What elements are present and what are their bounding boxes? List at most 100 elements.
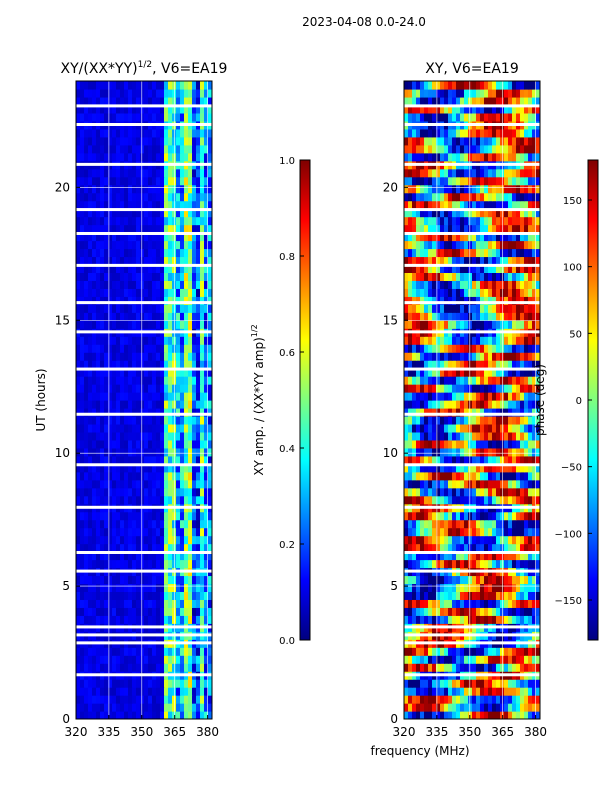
amplitude-heatmap-cell [156, 81, 161, 90]
amplitude-heatmap-cell [172, 423, 177, 433]
phase-heatmap-cell [476, 384, 481, 393]
amplitude-heatmap-cell [112, 655, 117, 664]
phase-heatmap-cell [508, 248, 513, 258]
phase-heatmap-cell [504, 384, 509, 393]
amplitude-heatmap-cell [200, 128, 205, 138]
amplitude-heatmap-cell [124, 168, 129, 178]
phase-heatmap-cell [420, 288, 425, 297]
amplitude-heatmap-cell [184, 232, 189, 242]
phase-heatmap-cell [452, 415, 457, 425]
amplitude-heatmap-cell [104, 439, 109, 449]
amplitude-y-tick-label: 5 [62, 579, 70, 593]
amplitude-heatmap-cell [208, 679, 212, 688]
phase-heatmap-cell [508, 200, 513, 210]
amplitude-heatmap-cell [160, 304, 165, 313]
phase-heatmap-cell [504, 543, 509, 553]
amplitude-flagged-row [76, 550, 212, 554]
amplitude-heatmap-cell [188, 392, 193, 401]
amplitude-heatmap-cell [168, 128, 173, 138]
amplitude-heatmap-cell [144, 543, 149, 553]
phase-heatmap-cell [504, 511, 509, 521]
phase-heatmap-cell [464, 679, 469, 688]
phase-heatmap-cell [512, 280, 517, 289]
phase-heatmap-cell [452, 376, 457, 385]
phase-heatmap-cell [412, 647, 417, 656]
amplitude-heatmap-cell [168, 312, 173, 321]
phase-heatmap-cell [412, 376, 417, 385]
amplitude-heatmap-cell [160, 647, 165, 656]
phase-heatmap-cell [496, 655, 501, 664]
amplitude-heatmap-cell [204, 320, 209, 329]
phase-heatmap-cell [512, 439, 517, 449]
amplitude-heatmap-cell [188, 216, 193, 226]
phase-heatmap-cell [460, 679, 465, 688]
amplitude-heatmap-cell [96, 296, 101, 305]
amplitude-heatmap-cell [132, 455, 137, 465]
phase-heatmap-cell [456, 511, 461, 521]
amplitude-heatmap-cell [152, 152, 157, 162]
amplitude-heatmap-cell [184, 663, 189, 672]
amplitude-heatmap-cell [96, 663, 101, 672]
phase-heatmap-cell [464, 551, 469, 561]
phase-heatmap-cell [480, 400, 485, 409]
phase-heatmap-cell [472, 248, 477, 258]
phase-heatmap-cell [532, 407, 537, 417]
amplitude-heatmap-cell [152, 487, 157, 497]
phase-heatmap-cell [436, 336, 441, 345]
amplitude-heatmap-cell [200, 384, 205, 393]
phase-heatmap-cell [488, 487, 493, 497]
phase-heatmap-cell [432, 208, 437, 218]
amplitude-heatmap-cell [116, 144, 121, 154]
amplitude-heatmap-cell [112, 695, 117, 704]
amplitude-heatmap-cell [164, 128, 169, 138]
amplitude-heatmap-cell [200, 368, 205, 377]
amplitude-heatmap-cell [104, 81, 109, 90]
phase-heatmap-cell [432, 679, 437, 688]
amplitude-heatmap-cell [128, 352, 133, 361]
phase-heatmap-cell [504, 344, 509, 353]
phase-heatmap-cell [452, 471, 457, 481]
amplitude-heatmap-cell [160, 655, 165, 664]
amplitude-heatmap-cell [140, 304, 145, 313]
amplitude-heatmap-cell [108, 184, 113, 194]
amplitude-heatmap-cell [148, 248, 153, 258]
phase-heatmap-cell [436, 575, 441, 585]
phase-heatmap-cell [472, 296, 477, 305]
phase-heatmap-cell [524, 703, 529, 712]
phase-heatmap-cell [504, 687, 509, 696]
amplitude-heatmap-cell [152, 344, 157, 353]
amplitude-heatmap-cell [140, 176, 145, 186]
amplitude-heatmap-cell [172, 152, 177, 162]
amplitude-heatmap-cell [104, 192, 109, 202]
phase-heatmap-cell [496, 479, 501, 489]
phase-heatmap-cell [508, 208, 513, 218]
amplitude-heatmap-cell [92, 288, 97, 297]
amplitude-heatmap-cell [104, 583, 109, 592]
phase-heatmap-cell [492, 392, 497, 401]
phase-heatmap-cell [408, 376, 413, 385]
phase-heatmap-cell [404, 663, 409, 672]
amplitude-heatmap-cell [188, 264, 193, 273]
amplitude-heatmap-cell [152, 392, 157, 401]
amplitude-heatmap-cell [152, 687, 157, 696]
amplitude-heatmap-cell [144, 471, 149, 481]
phase-heatmap-cell [500, 447, 505, 457]
phase-heatmap-cell [412, 519, 417, 529]
phase-heatmap-cell [436, 312, 441, 321]
amplitude-heatmap-cell [200, 495, 205, 505]
amplitude-heatmap-cell [156, 463, 161, 473]
phase-heatmap-cell [452, 583, 457, 592]
phase-heatmap-cell [500, 535, 505, 545]
phase-heatmap-cell [500, 679, 505, 688]
phase-heatmap-cell [468, 551, 473, 561]
amplitude-heatmap-cell [176, 551, 181, 561]
phase-heatmap-cell [496, 543, 501, 553]
amplitude-heatmap-cell [192, 431, 197, 441]
amplitude-heatmap-cell [112, 551, 117, 561]
phase-heatmap-cell [404, 711, 409, 719]
amplitude-heatmap-cell [204, 288, 209, 297]
phase-heatmap-cell [516, 687, 521, 696]
amplitude-heatmap-cell [80, 551, 85, 561]
amplitude-heatmap-cell [204, 168, 209, 178]
amplitude-heatmap-cell [104, 368, 109, 377]
